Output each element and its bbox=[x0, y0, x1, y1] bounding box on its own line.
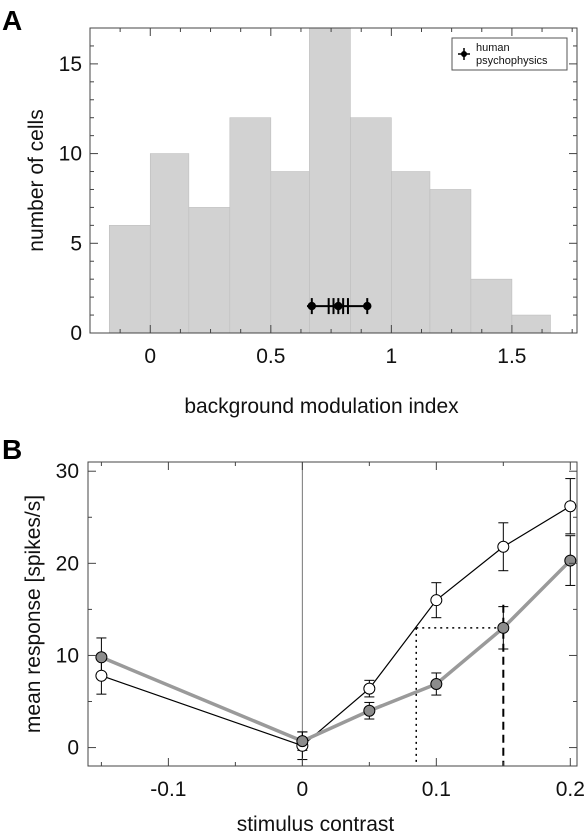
filled-data-point bbox=[497, 621, 510, 634]
filled-data-point bbox=[430, 678, 443, 691]
open-data-point bbox=[95, 669, 108, 682]
filled-data-point bbox=[95, 651, 108, 664]
x-tick-label: 0 bbox=[144, 345, 156, 368]
series-open-line bbox=[101, 505, 571, 747]
histogram-bar bbox=[391, 171, 431, 334]
histogram-bar bbox=[108, 225, 151, 334]
open-data-point bbox=[497, 540, 510, 553]
x-tick-label: -0.1 bbox=[150, 778, 186, 801]
legend-box bbox=[451, 37, 568, 71]
legend-label-line1: human bbox=[476, 42, 510, 54]
legend-label-line2: psychophysics bbox=[476, 55, 548, 67]
x-tick-label: 0.2 bbox=[556, 778, 585, 801]
y-tick-label: 5 bbox=[70, 232, 82, 255]
x-tick-label: 0.5 bbox=[256, 345, 285, 368]
panel-b-y-axis-label: mean response [spikes/s] bbox=[22, 495, 45, 733]
legend-marker-icon bbox=[458, 48, 470, 60]
panel-a-x-axis-label: background modulation index bbox=[184, 395, 459, 418]
y-tick-label: 10 bbox=[59, 143, 82, 166]
y-tick-label: 0 bbox=[70, 322, 82, 345]
histogram-bar bbox=[188, 207, 231, 334]
histogram-bar bbox=[270, 171, 310, 334]
panel-a-histogram: 0 0.5 1 1.5 0 5 10 15 human psychophysics backg… bbox=[25, 27, 578, 418]
filled-data-point bbox=[363, 704, 376, 717]
histogram-bar bbox=[350, 117, 392, 334]
series-filled-line bbox=[100, 559, 572, 744]
y-tick-label: 15 bbox=[59, 53, 82, 76]
panel-b-frame bbox=[87, 461, 578, 767]
histogram-bar bbox=[429, 189, 472, 334]
open-data-point bbox=[564, 500, 577, 513]
panel-b-x-axis-label: stimulus contrast bbox=[237, 813, 395, 836]
histogram-bar bbox=[470, 278, 513, 334]
open-data-point bbox=[430, 594, 443, 607]
open-data-point bbox=[363, 682, 376, 695]
panel-a-y-axis-label: number of cells bbox=[25, 109, 48, 251]
y-tick-label: 0 bbox=[67, 737, 79, 760]
panel-b-letter: B bbox=[2, 434, 22, 465]
legend-marker-dot bbox=[461, 51, 467, 57]
filled-data-point bbox=[564, 554, 577, 567]
y-tick-label: 10 bbox=[56, 644, 79, 667]
y-tick-label: 20 bbox=[56, 552, 79, 575]
y-tick-label: 30 bbox=[56, 460, 79, 483]
histogram-bar bbox=[511, 314, 551, 334]
panel-a-frame bbox=[89, 27, 578, 334]
psychophysics-point bbox=[307, 301, 317, 311]
filled-data-point bbox=[296, 735, 309, 748]
panel-a-letter: A bbox=[2, 5, 22, 36]
x-tick-label: 0.1 bbox=[422, 778, 451, 801]
histogram-bar bbox=[309, 27, 351, 334]
panel-b-line-chart: -0.1 0 0.1 0.2 0 10 20 30 stimulus contrast mea… bbox=[22, 460, 585, 836]
psychophysics-point bbox=[334, 301, 343, 311]
histogram-bar bbox=[149, 153, 190, 334]
psychophysics-point bbox=[363, 301, 372, 311]
x-tick-label: 1.5 bbox=[497, 345, 526, 368]
legend: human psychophysics bbox=[451, 37, 568, 71]
x-tick-label: 0 bbox=[297, 778, 309, 801]
histogram-bar bbox=[229, 117, 272, 334]
x-tick-label: 1 bbox=[386, 345, 398, 368]
